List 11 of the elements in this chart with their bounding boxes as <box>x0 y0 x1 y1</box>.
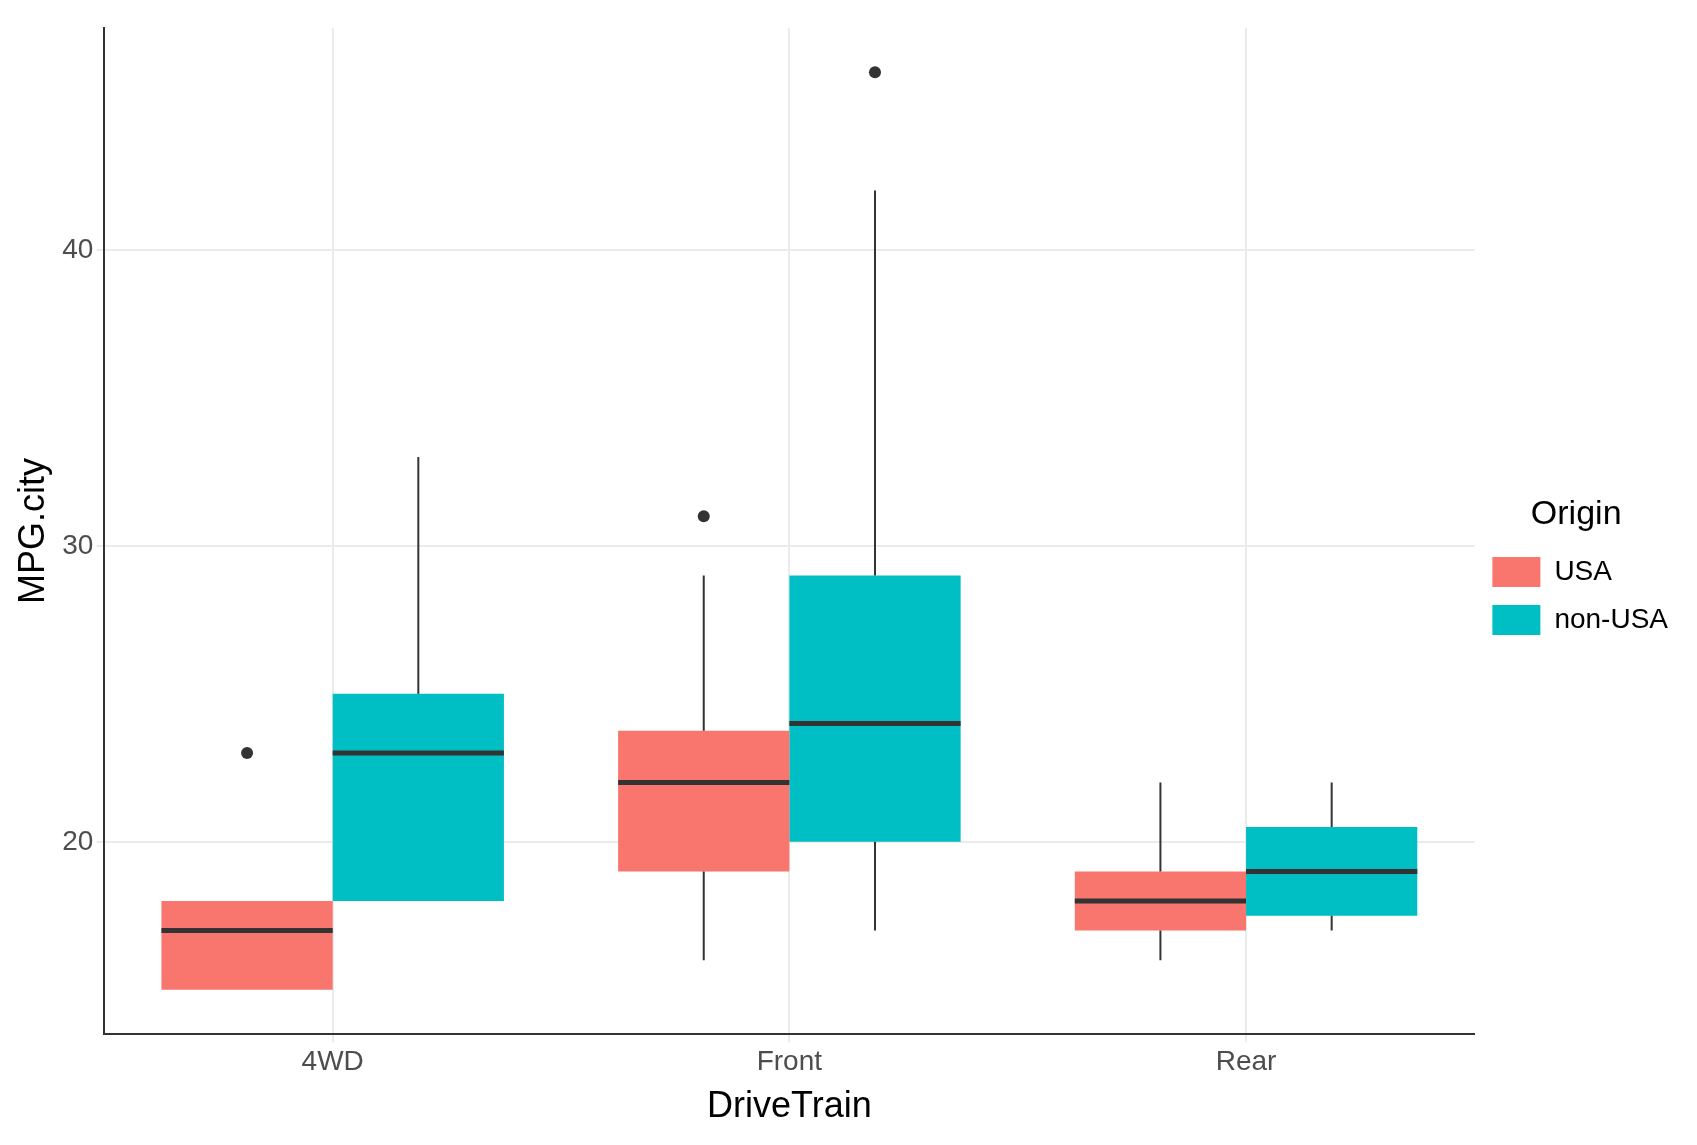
y-tick-label: 40 <box>62 232 94 264</box>
y-tick-label: 20 <box>62 824 94 856</box>
x-tick-label: Front <box>756 1044 823 1076</box>
x-tick-label: Rear <box>1215 1044 1277 1076</box>
legend-label: USA <box>1554 554 1613 586</box>
legend-title: Origin <box>1530 493 1622 532</box>
y-axis-title: MPG.city <box>10 457 52 605</box>
x-tick-label: 4WD <box>301 1044 364 1076</box>
y-tick-label: 30 <box>62 528 94 560</box>
legend-label: non-USA <box>1554 602 1669 634</box>
x-axis-title: DriveTrain <box>707 1084 872 1126</box>
